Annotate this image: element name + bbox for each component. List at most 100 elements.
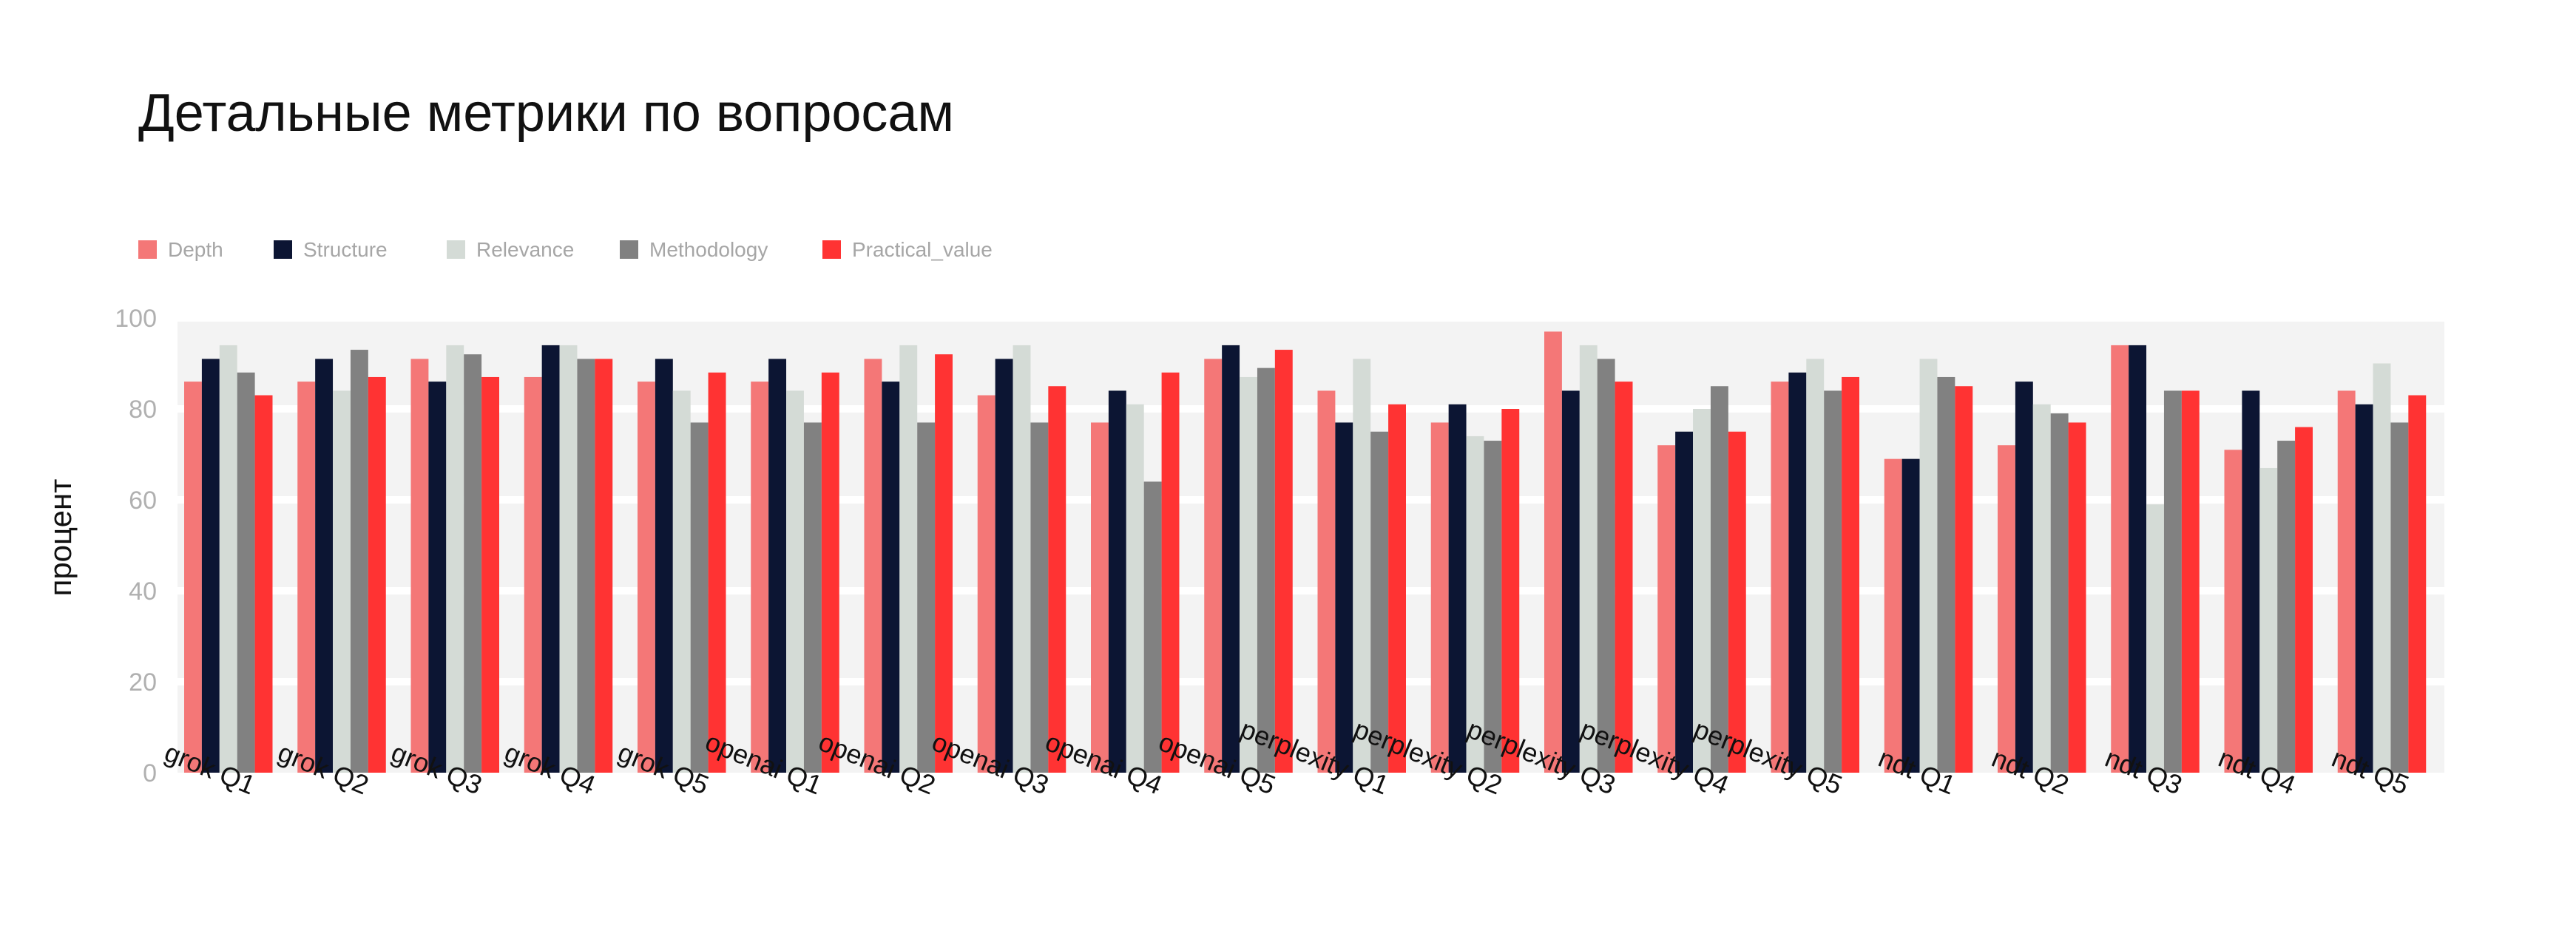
bar-methodology (1597, 359, 1615, 773)
bar-methodology (2163, 390, 2182, 773)
bar-methodology (577, 359, 595, 773)
bar-methodology (1937, 376, 1955, 773)
bar-structure (768, 359, 787, 773)
bar-relevance (446, 345, 464, 773)
bar-methodology (1030, 422, 1049, 773)
legend-label: Relevance (476, 238, 574, 261)
bar-depth (524, 376, 542, 773)
bar-structure (1108, 390, 1126, 773)
bar-depth (1091, 422, 1109, 773)
bar-relevance (1919, 359, 1938, 773)
legend-swatch (138, 240, 157, 259)
bar-depth (1544, 331, 1562, 773)
bar-practical-value (1048, 386, 1066, 773)
bars (184, 331, 2427, 773)
bar-relevance (2032, 404, 2051, 773)
y-tick-label: 60 (129, 487, 157, 515)
bar-depth (1884, 458, 1902, 773)
bar-depth (1657, 445, 1676, 773)
bar-depth (2224, 450, 2242, 773)
bar-practical-value (2181, 390, 2200, 773)
bar-methodology (2277, 441, 2296, 773)
bar-relevance (899, 345, 918, 773)
bar-structure (541, 345, 560, 773)
y-tick-label: 20 (129, 668, 157, 697)
bar-relevance (1240, 376, 1257, 773)
bar-structure (1788, 372, 1807, 773)
bar-depth (1317, 390, 1336, 773)
bar-relevance (1013, 345, 1031, 773)
bar-depth (1998, 445, 2015, 773)
bar-relevance (1579, 345, 1598, 773)
bar-relevance (333, 390, 351, 773)
bar-methodology (464, 354, 482, 773)
legend-label: Structure (303, 238, 388, 261)
bar-methodology (1370, 431, 1389, 773)
bar-practical-value (935, 354, 953, 773)
bar-depth (1204, 359, 1223, 773)
bar-practical-value (708, 372, 726, 773)
bar-structure (1901, 458, 1920, 773)
y-axis-ticks: 0 20 40 60 80 100 (115, 305, 157, 787)
bar-depth (184, 382, 202, 773)
bar-structure (1675, 431, 1694, 773)
plot-background (178, 318, 2444, 773)
bar-depth (1771, 382, 1789, 773)
bar-structure (315, 359, 334, 773)
bar-practical-value (1842, 376, 1859, 773)
y-axis-title: процент (43, 479, 78, 597)
bar-structure (201, 359, 220, 773)
bar-practical-value (821, 372, 839, 773)
y-tick-label: 80 (129, 396, 157, 424)
bar-relevance (786, 390, 804, 773)
bar-practical-value (595, 359, 613, 773)
bar-relevance (1693, 409, 1711, 773)
bar-depth (638, 382, 655, 773)
bar-relevance (559, 345, 578, 773)
bar-methodology (2050, 413, 2069, 773)
bar-structure (1222, 345, 1240, 773)
bar-methodology (237, 372, 255, 773)
bar-methodology (803, 422, 822, 773)
bar-structure (655, 359, 673, 773)
bar-structure (2355, 404, 2373, 773)
bar-practical-value (2068, 422, 2086, 773)
bar-depth (2111, 345, 2129, 773)
bar-practical-value (368, 376, 386, 773)
bar-depth (2337, 390, 2356, 773)
legend-swatch (620, 240, 638, 259)
bar-methodology (1257, 367, 1275, 773)
legend-label: Depth (168, 238, 223, 261)
bar-structure (1448, 404, 1467, 773)
bar-depth (297, 382, 316, 773)
bar-relevance (2259, 467, 2278, 773)
chart-title: Детальные метрики по вопросам (138, 84, 954, 143)
y-tick-label: 0 (143, 759, 157, 787)
bar-practical-value (254, 395, 273, 773)
bar-practical-value (1161, 372, 1180, 773)
legend-label: Practical_value (852, 238, 993, 261)
bar-relevance (2146, 504, 2164, 773)
bar-methodology (350, 350, 368, 773)
bar-methodology (1143, 481, 1162, 773)
bar-methodology (917, 422, 936, 773)
legend-label: Methodology (649, 238, 768, 261)
bar-practical-value (2408, 395, 2427, 773)
bar-relevance (2373, 363, 2391, 773)
bar-relevance (219, 345, 237, 773)
bar-methodology (1710, 386, 1728, 773)
bar-practical-value (1955, 386, 1973, 773)
bar-structure (2015, 382, 2033, 773)
bar-relevance (1126, 404, 1144, 773)
bar-depth (410, 359, 429, 773)
bar-methodology (690, 422, 709, 773)
bar-methodology (2390, 422, 2409, 773)
bar-practical-value (1728, 431, 1746, 773)
bar-depth (864, 359, 882, 773)
bar-depth (751, 382, 769, 773)
bar-practical-value (1388, 404, 1406, 773)
bar-relevance (1353, 359, 1371, 773)
bar-practical-value (1274, 350, 1293, 773)
bar-relevance (1806, 359, 1825, 773)
